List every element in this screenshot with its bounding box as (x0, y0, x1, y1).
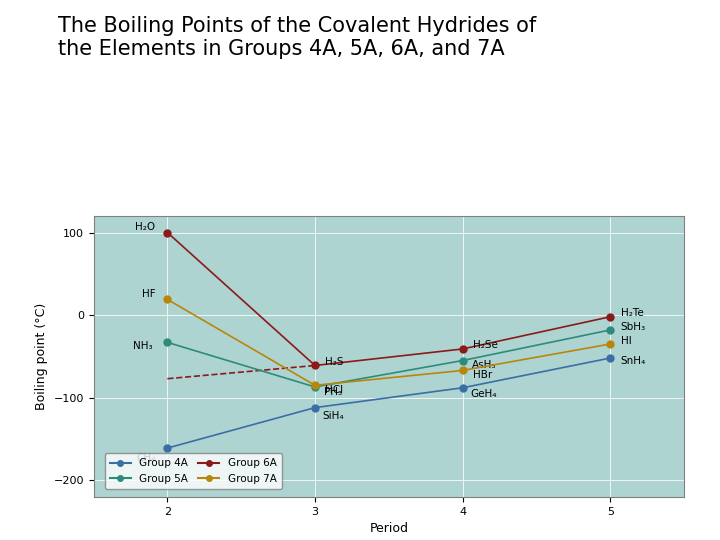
Text: H₂Te: H₂Te (621, 308, 643, 318)
Text: HI: HI (621, 336, 631, 346)
Text: HF: HF (142, 289, 156, 299)
Legend: Group 4A, Group 5A, Group 6A, Group 7A: Group 4A, Group 5A, Group 6A, Group 7A (104, 453, 282, 489)
X-axis label: Period: Period (369, 522, 408, 535)
Y-axis label: Boiling point (°C): Boiling point (°C) (35, 303, 48, 410)
Text: HBr: HBr (473, 370, 492, 380)
Text: SnH₄: SnH₄ (621, 355, 646, 366)
Text: SiH₄: SiH₄ (323, 411, 344, 421)
Text: H₂O: H₂O (135, 222, 156, 232)
Text: SbH₃: SbH₃ (621, 322, 646, 332)
Text: AsH₃: AsH₃ (472, 361, 496, 370)
Text: NH₃: NH₃ (133, 341, 153, 350)
Text: HCl: HCl (325, 385, 343, 395)
Text: H₂S: H₂S (325, 357, 344, 367)
Text: H₂Se: H₂Se (473, 340, 498, 350)
Text: GeH₄: GeH₄ (470, 389, 497, 400)
Text: PH₃: PH₃ (324, 387, 342, 397)
Text: CH₄: CH₄ (136, 453, 156, 463)
Text: The Boiling Points of the Covalent Hydrides of
the Elements in Groups 4A, 5A, 6A: The Boiling Points of the Covalent Hydri… (58, 16, 536, 59)
